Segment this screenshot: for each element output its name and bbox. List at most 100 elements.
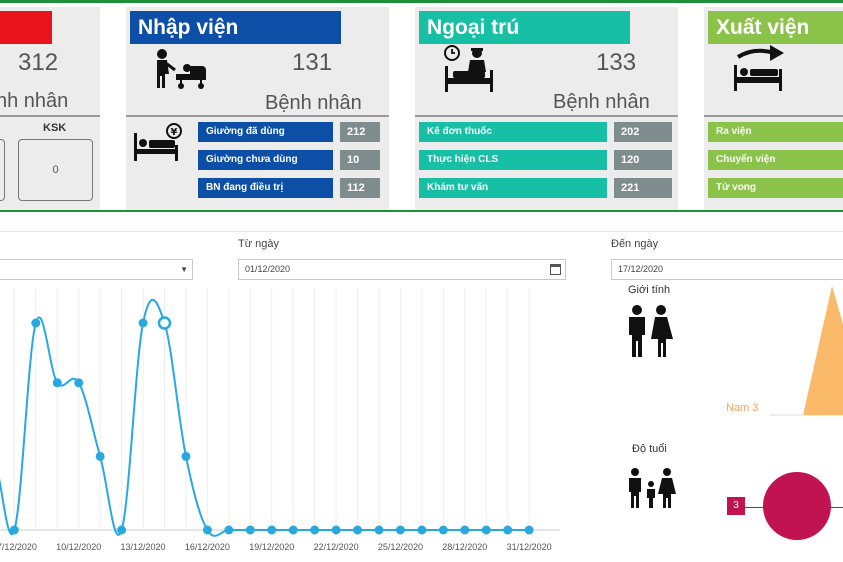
- data-point[interactable]: [9, 525, 19, 535]
- section-separator: [0, 210, 843, 212]
- clinic-bed-clock-icon: [444, 45, 493, 92]
- outpatient-row-value: 120: [614, 150, 672, 170]
- x-tick-labels: 07/12/2020 10/12/2020 13/12/2020 16/12/2020…: [0, 542, 552, 552]
- category-select[interactable]: ▼: [0, 259, 193, 280]
- x-tick-label: 13/12/2020: [121, 542, 166, 552]
- from-date-value: 01/12/2020: [245, 264, 291, 274]
- x-tick-label: 28/12/2020: [442, 542, 487, 552]
- gender-label: Giới tính: [628, 284, 671, 296]
- data-point[interactable]: [503, 525, 513, 535]
- inpatient-row-label[interactable]: BN đang điều trị: [198, 178, 333, 198]
- male-female-icon: [629, 305, 673, 357]
- gender-male-area: [803, 286, 843, 415]
- data-point[interactable]: [202, 525, 212, 535]
- card-inpatient-unit: Bệnh nhân: [265, 92, 362, 114]
- data-point[interactable]: [481, 525, 491, 535]
- inpatient-row-label[interactable]: Giường chưa dùng: [198, 150, 333, 170]
- data-point[interactable]: [181, 451, 191, 461]
- data-point[interactable]: [417, 525, 427, 535]
- male-series-label: Nam 3: [726, 402, 759, 414]
- x-tick-label: 25/12/2020: [378, 542, 423, 552]
- data-point[interactable]: [95, 451, 105, 461]
- card-outpatient-title: Ngoại trú: [419, 11, 630, 44]
- age-bubble: [763, 472, 831, 540]
- to-date-value: 17/12/2020: [618, 264, 664, 274]
- from-date-label: Từ ngày: [238, 238, 279, 250]
- data-point[interactable]: [353, 525, 363, 535]
- discharge-row-label[interactable]: Ra viện: [708, 122, 843, 142]
- data-point-highlighted[interactable]: [157, 316, 172, 330]
- gender-chart: [770, 286, 843, 416]
- discharge-row-label[interactable]: Chuyển viện: [708, 150, 843, 170]
- to-date-input[interactable]: 17/12/2020: [611, 259, 843, 280]
- admissions-line-chart: 07/12/2020 10/12/2020 13/12/2020 16/12/2020…: [0, 288, 560, 552]
- card-discharge: Xuất viện Ra viện Chuyển viện Tử vong: [704, 7, 843, 211]
- x-tick-label: 07/12/2020: [0, 542, 37, 552]
- card-outpatient-count: 133: [596, 49, 637, 76]
- data-point[interactable]: [395, 525, 405, 535]
- inpatient-row-value: 112: [340, 178, 380, 198]
- data-point[interactable]: [267, 525, 277, 535]
- card-total-unit: nh nhân: [0, 90, 69, 112]
- card-total: 312 nh nhân KSK 0: [0, 7, 100, 211]
- data-point[interactable]: [245, 525, 255, 535]
- x-tick-label: 31/12/2020: [507, 542, 552, 552]
- card-discharge-title: Xuất viện: [708, 11, 843, 44]
- card-inpatient: Nhập viện 131 Bệnh nhân ¥: [126, 7, 389, 211]
- data-point[interactable]: [460, 525, 470, 535]
- data-point[interactable]: [52, 378, 62, 388]
- inpatient-row-value: 10: [340, 150, 380, 170]
- card-total-title-bar: [0, 11, 52, 44]
- family-icon: [629, 468, 676, 508]
- series-points: [9, 316, 534, 535]
- to-date-label: Đến ngày: [611, 238, 659, 250]
- summary-panel: 312 nh nhân KSK 0 Nhập viện 131 Bệnh nh: [0, 3, 843, 211]
- inpatient-row-label[interactable]: Giường đã dùng: [198, 122, 333, 142]
- inpatient-row-value: 212: [340, 122, 380, 142]
- data-point[interactable]: [117, 525, 127, 535]
- age-value-badge: 3: [727, 497, 745, 515]
- patient-stretcher-icon: [157, 49, 206, 89]
- chart-grid: [13, 288, 530, 530]
- hospital-bed-fee-icon: ¥: [134, 123, 182, 161]
- outpatient-row-value: 221: [614, 178, 672, 198]
- outpatient-row-label[interactable]: Khám tư vấn: [419, 178, 607, 198]
- age-label: Độ tuổi: [632, 443, 667, 455]
- discharge-bed-arrow-icon: [734, 45, 784, 91]
- outpatient-row-label[interactable]: Kê đơn thuốc: [419, 122, 607, 142]
- discharge-row-label[interactable]: Tử vong: [708, 178, 843, 198]
- top-accent-line: [0, 0, 843, 3]
- outpatient-row-value: 202: [614, 122, 672, 142]
- card-total-count: 312: [18, 49, 59, 76]
- data-point[interactable]: [74, 378, 84, 388]
- data-point[interactable]: [138, 318, 148, 328]
- data-point[interactable]: [438, 525, 448, 535]
- x-tick-label: 22/12/2020: [314, 542, 359, 552]
- outpatient-row-label[interactable]: Thực hiện CLS: [419, 150, 607, 170]
- svg-text:¥: ¥: [171, 127, 178, 138]
- card-divider: [704, 115, 843, 117]
- data-point[interactable]: [31, 318, 41, 328]
- data-point[interactable]: [524, 525, 534, 535]
- data-point[interactable]: [374, 525, 384, 535]
- partial-box: [0, 139, 5, 201]
- card-divider: [126, 115, 389, 117]
- data-point[interactable]: [224, 525, 234, 535]
- card-divider: [415, 115, 678, 117]
- data-point[interactable]: [288, 525, 298, 535]
- data-point[interactable]: [310, 525, 320, 535]
- x-tick-label: 10/12/2020: [56, 542, 101, 552]
- series-line: [0, 298, 530, 537]
- x-tick-label: 19/12/2020: [249, 542, 294, 552]
- filter-top-rule: [0, 231, 843, 232]
- card-inpatient-title: Nhập viện: [130, 11, 341, 44]
- data-point[interactable]: [331, 525, 341, 535]
- from-date-input[interactable]: 01/12/2020: [238, 259, 566, 280]
- calendar-icon[interactable]: [550, 264, 561, 275]
- card-outpatient: Ngoại trú 133 Bệnh nhân Kê đơn thuốc 202…: [415, 7, 678, 211]
- ksk-value-box[interactable]: 0: [18, 139, 93, 201]
- card-inpatient-count: 131: [292, 49, 333, 76]
- card-outpatient-unit: Bệnh nhân: [553, 91, 650, 113]
- x-tick-label: 16/12/2020: [185, 542, 230, 552]
